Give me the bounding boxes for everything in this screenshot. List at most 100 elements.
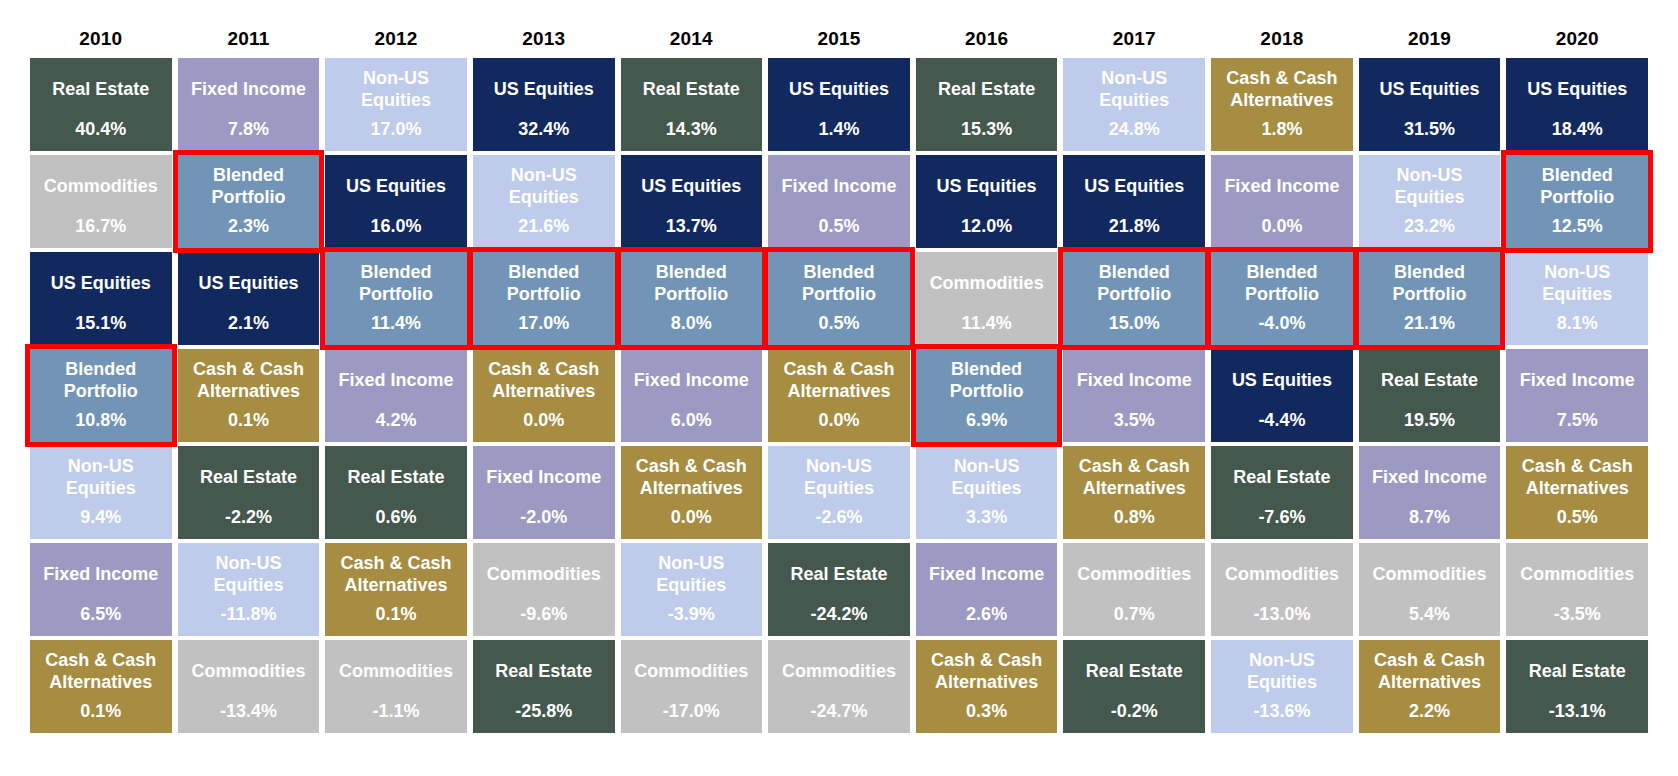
return-cell: Cash & Cash Alternatives0.0% bbox=[621, 446, 763, 539]
return-cell-highlighted: Blended Portfolio21.1% bbox=[1359, 252, 1501, 345]
return-value: 0.0% bbox=[523, 410, 564, 442]
return-cell: US Equities1.4% bbox=[768, 58, 910, 151]
asset-label: Commodities bbox=[1225, 543, 1339, 604]
asset-label: Non-US Equities bbox=[1219, 640, 1345, 701]
return-value: 11.4% bbox=[962, 313, 1012, 345]
asset-label: Non-US Equities bbox=[776, 446, 902, 507]
return-value: 23.2% bbox=[1404, 216, 1455, 248]
asset-label: Blended Portfolio bbox=[1514, 155, 1640, 216]
return-cell: Real Estate-7.6% bbox=[1211, 446, 1353, 539]
return-cell: US Equities2.1% bbox=[178, 252, 320, 345]
return-value: 17.0% bbox=[518, 313, 569, 345]
asset-label: Cash & Cash Alternatives bbox=[1367, 640, 1493, 701]
return-cell: Real Estate-24.2% bbox=[768, 543, 910, 636]
return-value: 7.5% bbox=[1557, 410, 1598, 442]
return-cell: Non-US Equities-13.6% bbox=[1211, 640, 1353, 733]
return-cell: Real Estate19.5% bbox=[1359, 349, 1501, 442]
return-cell-highlighted: Blended Portfolio10.8% bbox=[30, 349, 172, 442]
asset-label: Real Estate bbox=[495, 640, 592, 701]
year-header: 2014 bbox=[621, 28, 763, 50]
asset-returns-quilt-chart: 2010201120122013201420152016201720182019… bbox=[0, 0, 1678, 776]
asset-label: Cash & Cash Alternatives bbox=[1219, 58, 1345, 119]
returns-grid: Real Estate40.4%Fixed Income7.8%Non-US E… bbox=[30, 58, 1648, 733]
return-value: 2.1% bbox=[228, 313, 269, 345]
asset-label: US Equities bbox=[641, 155, 741, 216]
return-value: 0.7% bbox=[1114, 604, 1155, 636]
return-cell: US Equities32.4% bbox=[473, 58, 615, 151]
return-cell: Non-US Equities-2.6% bbox=[768, 446, 910, 539]
return-cell: US Equities-4.4% bbox=[1211, 349, 1353, 442]
asset-label: Fixed Income bbox=[486, 446, 601, 507]
return-cell: Cash & Cash Alternatives0.0% bbox=[473, 349, 615, 442]
asset-label: Fixed Income bbox=[43, 543, 158, 604]
return-cell: Cash & Cash Alternatives0.1% bbox=[325, 543, 467, 636]
asset-label: Non-US Equities bbox=[38, 446, 164, 507]
return-cell: Non-US Equities3.3% bbox=[916, 446, 1058, 539]
return-value: 16.0% bbox=[371, 216, 422, 248]
quilt-wrap: 2010201120122013201420152016201720182019… bbox=[30, 28, 1648, 733]
return-cell: Non-US Equities9.4% bbox=[30, 446, 172, 539]
return-value: -4.0% bbox=[1258, 313, 1305, 345]
return-value: 31.5% bbox=[1404, 119, 1455, 151]
return-value: 11.4% bbox=[371, 313, 421, 345]
asset-label: Commodities bbox=[782, 640, 896, 701]
return-value: -7.6% bbox=[1258, 507, 1305, 539]
year-header: 2011 bbox=[178, 28, 320, 50]
asset-label: US Equities bbox=[1232, 349, 1332, 410]
asset-label: Real Estate bbox=[348, 446, 445, 507]
return-cell: US Equities18.4% bbox=[1506, 58, 1648, 151]
asset-label: US Equities bbox=[51, 252, 151, 313]
return-cell: Commodities5.4% bbox=[1359, 543, 1501, 636]
asset-label: Blended Portfolio bbox=[628, 252, 754, 313]
asset-label: US Equities bbox=[1527, 58, 1627, 119]
year-header: 2010 bbox=[30, 28, 172, 50]
return-value: 3.3% bbox=[966, 507, 1007, 539]
return-value: 12.5% bbox=[1552, 216, 1603, 248]
asset-label: Commodities bbox=[1373, 543, 1487, 604]
return-cell: US Equities12.0% bbox=[916, 155, 1058, 248]
return-cell: Commodities-13.0% bbox=[1211, 543, 1353, 636]
asset-label: Cash & Cash Alternatives bbox=[481, 349, 607, 410]
return-cell: Cash & Cash Alternatives0.8% bbox=[1063, 446, 1205, 539]
asset-label: Non-US Equities bbox=[1071, 58, 1197, 119]
asset-label: Cash & Cash Alternatives bbox=[185, 349, 311, 410]
asset-label: Fixed Income bbox=[1520, 349, 1635, 410]
return-cell: US Equities13.7% bbox=[621, 155, 763, 248]
asset-label: Commodities bbox=[191, 640, 305, 701]
return-cell: Fixed Income6.5% bbox=[30, 543, 172, 636]
return-cell: Real Estate-25.8% bbox=[473, 640, 615, 733]
return-value: 0.0% bbox=[818, 410, 859, 442]
return-value: 8.7% bbox=[1409, 507, 1450, 539]
asset-label: Non-US Equities bbox=[481, 155, 607, 216]
return-cell-highlighted: Blended Portfolio6.9% bbox=[916, 349, 1058, 442]
return-cell: Cash & Cash Alternatives0.1% bbox=[178, 349, 320, 442]
return-value: 24.8% bbox=[1109, 119, 1160, 151]
return-cell: Non-US Equities24.8% bbox=[1063, 58, 1205, 151]
return-value: -9.6% bbox=[520, 604, 567, 636]
year-header: 2017 bbox=[1063, 28, 1205, 50]
return-cell: US Equities15.1% bbox=[30, 252, 172, 345]
return-cell-highlighted: Blended Portfolio-4.0% bbox=[1211, 252, 1353, 345]
asset-label: Cash & Cash Alternatives bbox=[333, 543, 459, 604]
return-cell-highlighted: Blended Portfolio12.5% bbox=[1506, 155, 1648, 248]
asset-label: Commodities bbox=[487, 543, 601, 604]
return-value: 21.1% bbox=[1404, 313, 1455, 345]
return-value: 10.8% bbox=[75, 410, 126, 442]
year-header: 2020 bbox=[1506, 28, 1648, 50]
asset-label: Non-US Equities bbox=[1514, 252, 1640, 313]
asset-label: Commodities bbox=[1520, 543, 1634, 604]
asset-label: US Equities bbox=[198, 252, 298, 313]
return-value: 15.3% bbox=[961, 119, 1012, 151]
asset-label: Fixed Income bbox=[929, 543, 1044, 604]
return-value: 2.2% bbox=[1409, 701, 1450, 733]
asset-label: Commodities bbox=[930, 252, 1044, 313]
return-value: 0.1% bbox=[80, 701, 121, 733]
return-value: 0.0% bbox=[1261, 216, 1302, 248]
asset-label: Real Estate bbox=[1529, 640, 1626, 701]
asset-label: Blended Portfolio bbox=[185, 155, 311, 216]
return-cell: Fixed Income2.6% bbox=[916, 543, 1058, 636]
asset-label: US Equities bbox=[789, 58, 889, 119]
return-value: -13.4% bbox=[220, 701, 277, 733]
return-value: 6.5% bbox=[80, 604, 121, 636]
return-cell: Fixed Income3.5% bbox=[1063, 349, 1205, 442]
